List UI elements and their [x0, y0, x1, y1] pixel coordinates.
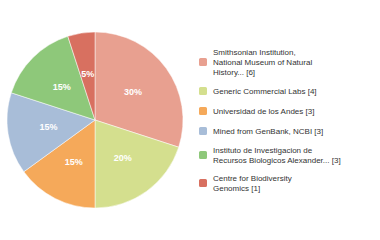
svg-text:National Museum of Natural: National Museum of Natural	[213, 58, 312, 67]
svg-text:Instituto de Investigacion de: Instituto de Investigacion de	[213, 146, 313, 155]
svg-text:15%: 15%	[40, 122, 58, 132]
svg-text:Centre for Biodiversity: Centre for Biodiversity	[213, 174, 292, 183]
svg-text:Generic Commercial Labs [4]: Generic Commercial Labs [4]	[213, 87, 317, 96]
svg-text:Universidad de los Andes [3]: Universidad de los Andes [3]	[213, 107, 314, 116]
svg-text:Recursos Biologicos Alexander.: Recursos Biologicos Alexander... [3]	[213, 156, 341, 165]
svg-text:Genomics [1]: Genomics [1]	[213, 184, 260, 193]
svg-text:5%: 5%	[81, 69, 94, 79]
svg-text:15%: 15%	[65, 157, 83, 167]
svg-text:30%: 30%	[124, 87, 142, 97]
svg-text:15%: 15%	[53, 82, 71, 92]
svg-text:History... [6]: History... [6]	[213, 68, 255, 77]
svg-text:20%: 20%	[114, 153, 132, 163]
svg-text:Mined from GenBank, NCBI [3]: Mined from GenBank, NCBI [3]	[213, 127, 323, 136]
svg-text:Smithsonian Institution,: Smithsonian Institution,	[213, 48, 296, 57]
